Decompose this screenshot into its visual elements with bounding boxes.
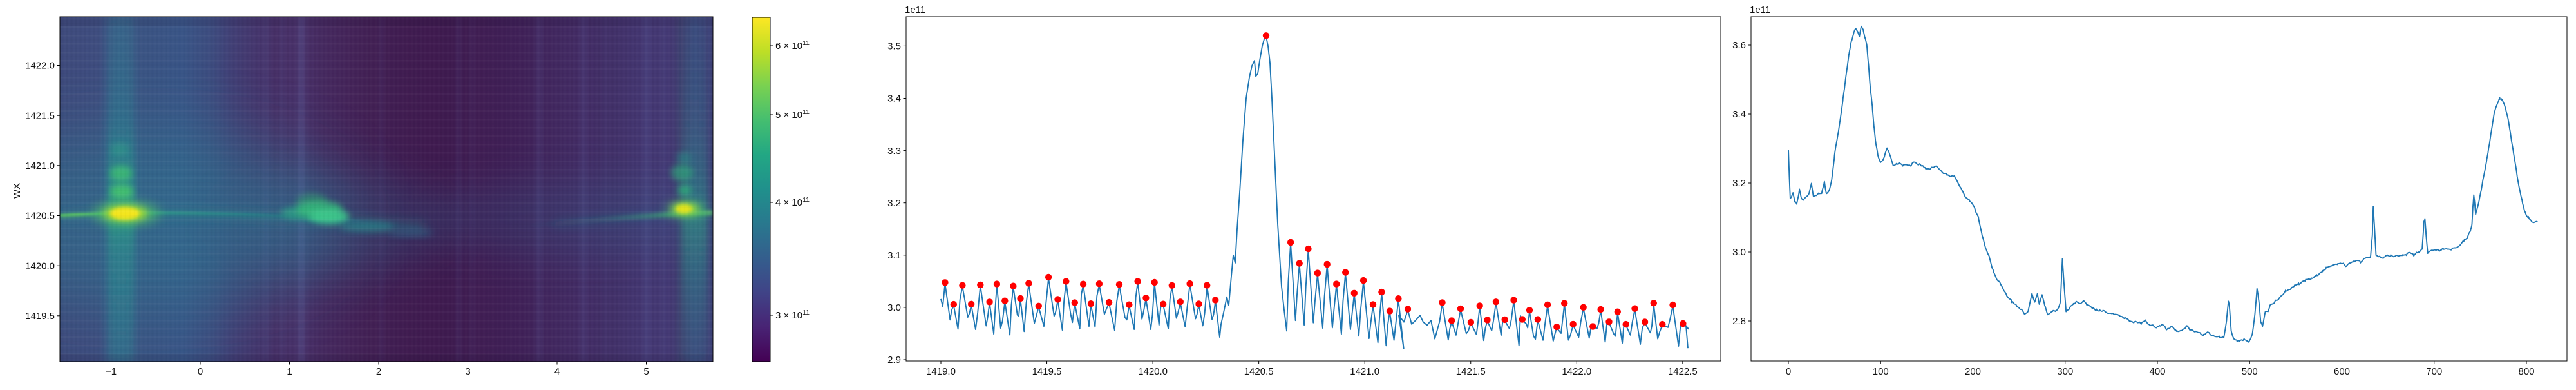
svg-text:100: 100: [1873, 366, 1889, 377]
svg-text:300: 300: [2057, 366, 2073, 377]
svg-text:3.2: 3.2: [887, 198, 901, 209]
svg-text:1422.0: 1422.0: [1562, 366, 1591, 377]
svg-text:3.3: 3.3: [887, 146, 901, 157]
svg-text:2.8: 2.8: [1732, 316, 1746, 327]
svg-text:1421.0: 1421.0: [25, 161, 55, 171]
svg-text:WX: WX: [12, 183, 23, 199]
svg-text:1419.0: 1419.0: [926, 366, 956, 377]
svg-text:1419.5: 1419.5: [25, 311, 55, 322]
svg-text:1420.5: 1420.5: [1244, 366, 1274, 377]
svg-text:2.9: 2.9: [887, 355, 901, 366]
svg-text:1419.5: 1419.5: [1032, 366, 1062, 377]
svg-text:700: 700: [2426, 366, 2442, 377]
svg-text:800: 800: [2518, 366, 2534, 377]
svg-text:5 × 1011: 5 × 1011: [775, 108, 810, 121]
svg-text:1421.5: 1421.5: [25, 110, 55, 121]
svg-text:0: 0: [198, 366, 203, 377]
svg-text:0: 0: [1786, 366, 1791, 377]
svg-text:200: 200: [1965, 366, 1981, 377]
svg-text:3.2: 3.2: [1732, 178, 1746, 189]
svg-text:3.0: 3.0: [1732, 247, 1746, 258]
svg-text:3.4: 3.4: [887, 93, 901, 104]
svg-text:1e11: 1e11: [905, 5, 925, 15]
svg-text:1420.0: 1420.0: [1138, 366, 1168, 377]
svg-text:1e11: 1e11: [1750, 5, 1770, 15]
svg-text:−1: −1: [106, 366, 117, 377]
svg-text:4: 4: [554, 366, 560, 377]
svg-text:1422.0: 1422.0: [25, 61, 55, 72]
svg-text:3.5: 3.5: [887, 41, 901, 52]
svg-text:1422.5: 1422.5: [1668, 366, 1698, 377]
svg-text:1: 1: [287, 366, 292, 377]
svg-text:3.0: 3.0: [887, 302, 901, 313]
svg-text:6 × 1011: 6 × 1011: [775, 39, 810, 52]
svg-text:3: 3: [465, 366, 470, 377]
svg-text:1421.5: 1421.5: [1456, 366, 1486, 377]
svg-text:2: 2: [376, 366, 381, 377]
svg-text:500: 500: [2242, 366, 2258, 377]
svg-text:600: 600: [2334, 366, 2350, 377]
svg-text:3.6: 3.6: [1732, 40, 1746, 51]
svg-text:3.4: 3.4: [1732, 109, 1746, 120]
svg-text:5: 5: [643, 366, 649, 377]
svg-text:400: 400: [2149, 366, 2165, 377]
svg-text:3 × 1011: 3 × 1011: [775, 309, 810, 321]
svg-text:4 × 1011: 4 × 1011: [775, 196, 810, 208]
svg-text:1420.5: 1420.5: [25, 211, 55, 222]
svg-text:1420.0: 1420.0: [25, 260, 55, 271]
svg-text:3.1: 3.1: [887, 250, 901, 261]
svg-text:1421.0: 1421.0: [1350, 366, 1379, 377]
